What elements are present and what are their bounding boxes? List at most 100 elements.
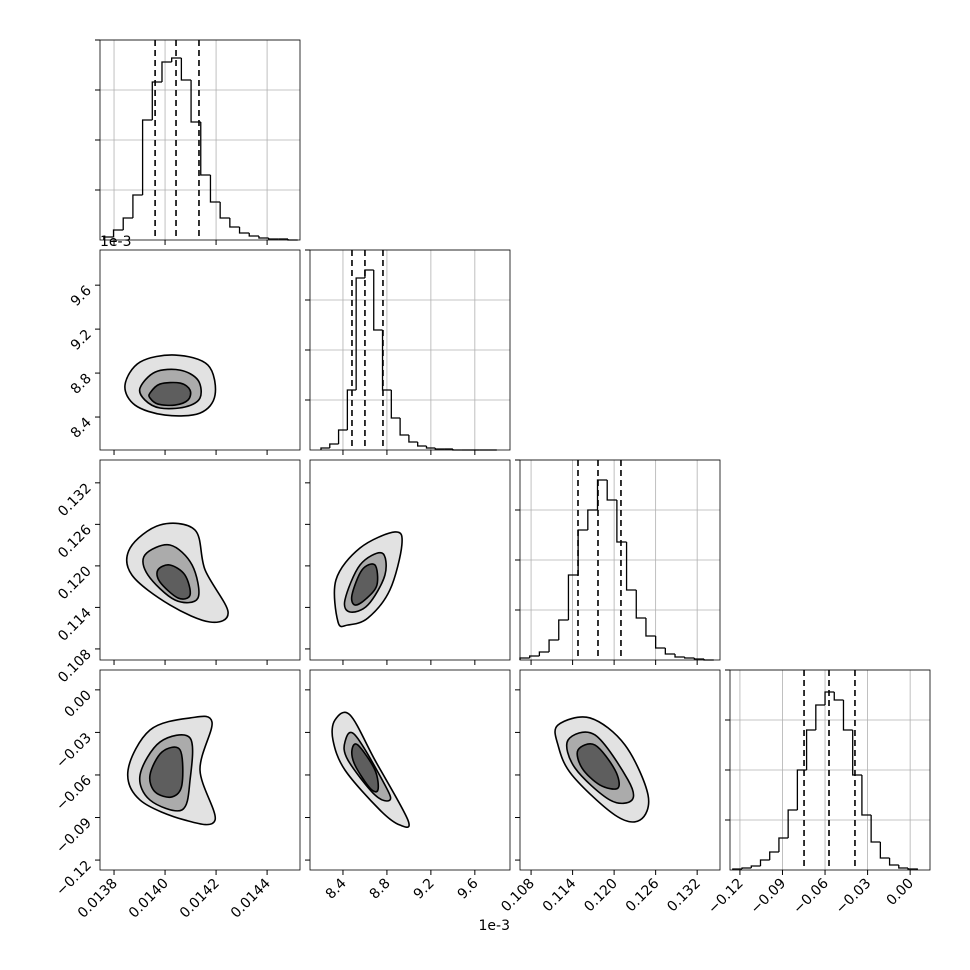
histogram-step: [898, 865, 909, 869]
y-offset-text: 1e-3: [100, 234, 131, 250]
histogram-step: [750, 865, 761, 868]
panel-frame: [309, 249, 511, 451]
y-tick-label: 8.8: [68, 371, 95, 398]
histogram-step: [171, 57, 182, 62]
histogram-step: [329, 443, 339, 448]
histogram-step: [229, 218, 240, 228]
histogram-step: [190, 80, 201, 123]
histogram-step: [337, 429, 348, 444]
histogram-step: [635, 590, 646, 619]
histogram-step: [434, 448, 445, 450]
x-tick-label: 0.00: [884, 876, 917, 909]
histogram-step: [861, 775, 872, 816]
histogram-step: [258, 236, 269, 239]
histogram-step: [778, 837, 789, 852]
histogram-step: [741, 867, 752, 869]
x-tick-label: −0.09: [748, 876, 790, 918]
histogram-step: [606, 480, 617, 501]
panel-frame: [99, 249, 301, 451]
contour: [156, 564, 192, 600]
histogram-step: [596, 479, 608, 510]
x-tick-label: 8.4: [323, 875, 350, 902]
histogram-step: [787, 809, 798, 838]
contour: [350, 563, 379, 606]
histogram-step: [645, 618, 656, 637]
y-tick-label: 0.114: [55, 605, 95, 645]
x-tick-label: 0.132: [664, 876, 704, 916]
contour: [148, 746, 184, 799]
panel-frame: [99, 459, 301, 661]
y-tick-label: −0.09: [53, 815, 95, 857]
histogram-step: [842, 700, 853, 731]
histogram-step: [625, 542, 637, 591]
y-tick-label: 0.126: [55, 522, 95, 562]
histogram-step: [132, 194, 143, 218]
panel-frame: [309, 669, 511, 871]
x-tick-label: 8.8: [367, 876, 394, 903]
histogram-step: [815, 704, 826, 730]
histogram-step: [425, 446, 436, 449]
histogram-step: [355, 277, 365, 390]
histogram-step: [654, 636, 666, 649]
histogram-step: [796, 769, 807, 810]
x-tick-label: −0.12: [705, 876, 747, 918]
x-tick-label: −0.06: [790, 875, 832, 917]
histogram-step: [664, 648, 676, 655]
y-tick-label: 9.2: [68, 327, 95, 354]
x-tick-label: 0.126: [623, 875, 663, 915]
histogram-step: [248, 233, 259, 237]
histogram-step: [769, 851, 779, 860]
histogram-step: [548, 639, 559, 652]
panel-frame: [99, 669, 301, 871]
y-tick-label: 0.00: [61, 687, 94, 720]
x-tick-label: 0.0140: [126, 876, 172, 922]
y-tick-label: 8.4: [68, 414, 95, 441]
histogram-step: [373, 270, 383, 331]
histogram-step: [103, 236, 114, 240]
x-tick-label: 0.108: [498, 876, 538, 916]
x-tick-label: 0.0142: [177, 876, 223, 922]
histogram-step: [567, 574, 579, 620]
histogram-step: [616, 500, 627, 543]
panel-frame: [729, 669, 931, 871]
panel-frame: [309, 459, 511, 661]
histogram-step: [587, 509, 598, 530]
y-tick-label: −0.03: [53, 730, 95, 772]
x-tick-label: 0.120: [581, 876, 621, 916]
histogram-step: [824, 691, 835, 705]
histogram-step: [219, 202, 230, 219]
histogram-step: [538, 651, 550, 656]
histogram-step: [805, 729, 816, 770]
histogram-step: [112, 229, 124, 237]
histogram-step: [879, 842, 890, 859]
histogram-step: [759, 859, 770, 866]
histogram-step: [390, 390, 401, 419]
histogram-step: [529, 655, 540, 658]
x-tick-label: 0.0138: [75, 876, 121, 922]
histogram-step: [870, 815, 881, 843]
histogram-step: [693, 658, 705, 660]
y-tick-label: −0.12: [53, 858, 95, 900]
y-tick-label: 9.6: [68, 283, 95, 310]
histogram-step: [417, 442, 427, 447]
histogram-step: [833, 692, 844, 701]
histogram-step: [346, 389, 357, 430]
contour: [576, 743, 620, 790]
histogram-step: [151, 81, 162, 120]
histogram-step: [888, 858, 899, 866]
histogram-step: [852, 730, 862, 776]
contour: [148, 381, 192, 407]
histogram-step: [399, 418, 409, 436]
panel-frame: [99, 39, 301, 241]
panel-frame: [519, 669, 721, 871]
y-tick-label: 0.120: [55, 563, 95, 603]
contour: [351, 743, 380, 793]
y-tick-label: −0.06: [53, 772, 95, 814]
x-tick-label: 9.2: [411, 876, 438, 903]
histogram-step: [684, 657, 695, 659]
histogram-step: [408, 435, 418, 443]
histogram-step: [200, 122, 211, 176]
histogram-step: [209, 175, 221, 203]
histogram-step: [907, 868, 918, 870]
